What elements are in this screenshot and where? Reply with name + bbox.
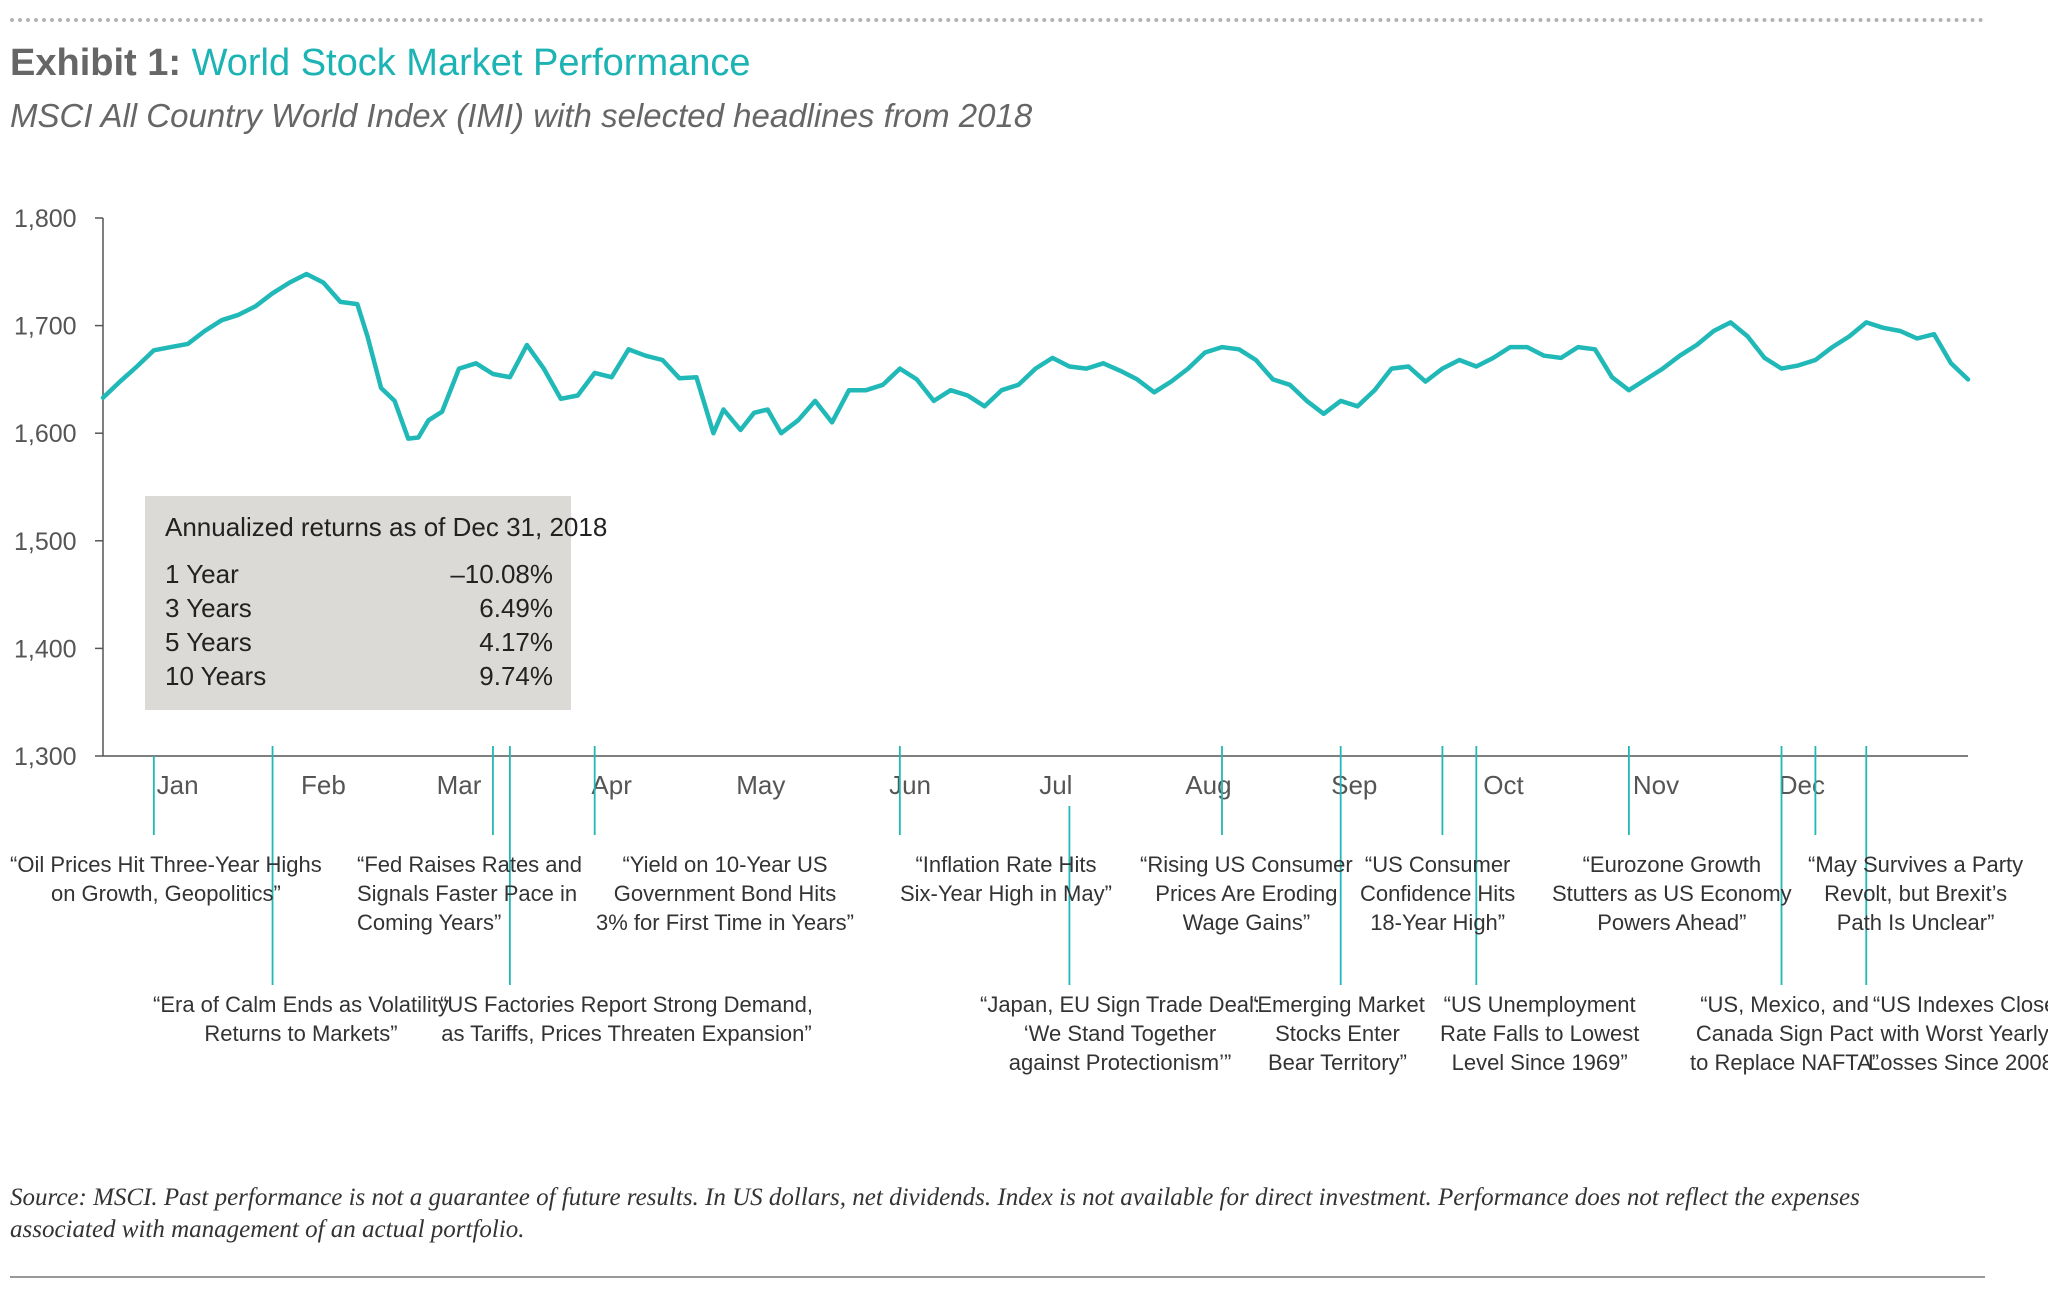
index-series [100,271,1971,441]
x-month-label: Jul [1039,770,1072,800]
y-tick-label: 1,300 [14,743,77,771]
returns-box-title: Annualized returns as of Dec 31, 2018 [165,512,608,542]
returns-row-label: 3 Years [165,593,252,623]
returns-row: 10 Years 9.74% [165,659,553,693]
returns-row-label: 10 Years [165,661,267,691]
headline-annotation: “Inflation Rate Hits Six-Year High in May… [900,852,1112,906]
headline-annotation: “US Indexes Close with Worst Yearly Losses… [1868,992,2048,1075]
returns-row-label: 5 Years [165,627,252,657]
source-note: Source: MSCI. Past performance is not a … [10,1184,1860,1243]
y-tick-label: 1,600 [14,420,77,448]
x-month-label: Jan [157,770,199,800]
headline-leader-lines [152,746,1868,985]
returns-row: 5 Years 4.17% [165,625,553,659]
x-month-label: Oct [1483,770,1524,800]
returns-row-value: 6.49% [479,593,553,623]
chart-axes: 1,300 1,400 1,500 1,600 1,700 1,800 Jan Feb Mar A… [14,205,1968,800]
x-month-label: Nov [1633,770,1679,800]
y-tick-label: 1,400 [14,635,77,663]
top-dotted-rule [10,18,1985,22]
headline-annotation: “May Survives a Party Revolt, but Brexit’… [1808,852,2024,935]
index-line [100,271,1971,441]
headline-annotation: “US Consumer Confidence Hits 18-Year High” [1360,852,1516,935]
x-month-label: Apr [591,770,632,800]
bottom-rule [10,1276,1985,1278]
headline-annotation: “Eurozone Growth Stutters as US Economy Po… [1552,852,1792,935]
returns-row-label: 1 Year [165,559,239,589]
headline-annotation: “Emerging Market Stocks Enter Bear Territo… [1250,992,1425,1075]
headline-annotation: “Fed Raises Rates and Signals Faster Pace… [357,852,582,935]
title-text: World Stock Market Performance [191,42,751,84]
exhibit-label: Exhibit 1: [10,42,182,84]
x-month-label: May [736,770,785,800]
x-month-label: Mar [437,770,482,800]
headline-annotation: “Era of Calm Ends as Volatility Returns t… [153,992,449,1046]
x-month-label: Feb [301,770,346,800]
annualized-returns-box: Annualized returns as of Dec 31, 2018 1 … [145,496,608,710]
headline-annotation: “Oil Prices Hit Three-Year Highs on Growt… [10,852,322,906]
chart-title: Exhibit 1: World Stock Market Performanc… [10,42,751,85]
x-month-label: Aug [1185,770,1231,800]
x-month-label: Sep [1331,770,1377,800]
returns-row: 1 Year –10.08% [165,557,553,591]
y-tick-label: 1,700 [14,313,77,341]
returns-row: 3 Years 6.49% [165,591,553,625]
y-tick-label: 1,800 [14,205,77,233]
headline-annotation: “US Unemployment Rate Falls to Lowest Leve… [1440,992,1640,1075]
returns-row-value: –10.08% [450,559,553,589]
returns-row-value: 9.74% [479,661,553,691]
headline-annotation: “US Factories Report Strong Demand, as Ta… [440,992,813,1046]
headline-annotation: “Rising US Consumer Prices Are Eroding Wag… [1140,852,1353,935]
y-tick-label: 1,500 [14,528,77,556]
chart-subtitle: MSCI All Country World Index (IMI) with … [10,97,1033,134]
x-month-label: Dec [1779,770,1825,800]
headline-annotation: “US, Mexico, and Canada Sign Pact to Repla… [1690,992,1880,1075]
headline-annotation: “Yield on 10-Year US Government Bond Hits… [596,852,854,935]
x-month-label: Jun [889,770,931,800]
returns-row-value: 4.17% [479,627,553,657]
headline-annotation: “Japan, EU Sign Trade Deal: ‘We Stand Tog… [980,992,1261,1075]
